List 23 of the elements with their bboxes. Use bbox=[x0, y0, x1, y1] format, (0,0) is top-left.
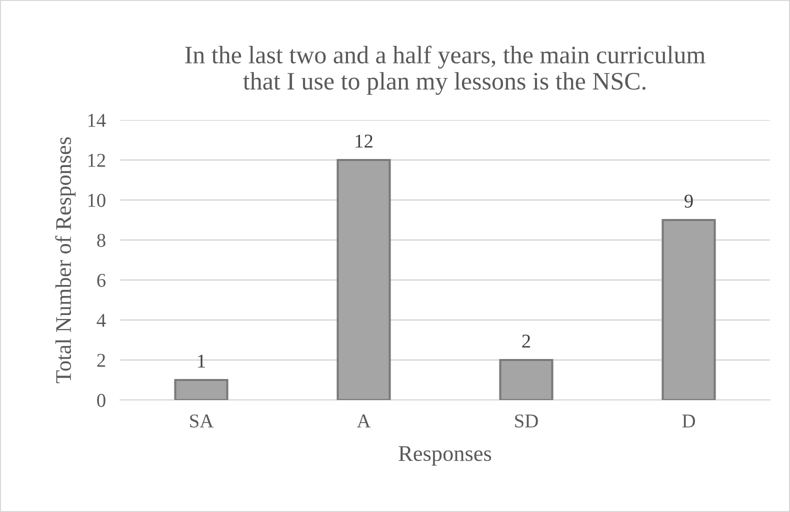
x-axis-title: Responses bbox=[398, 446, 492, 466]
y-tick-label: 14 bbox=[88, 114, 106, 127]
y-tick-label: 0 bbox=[97, 394, 106, 407]
y-axis-title: Total Number of Responses bbox=[55, 137, 76, 384]
bar bbox=[174, 378, 228, 400]
data-label: 9 bbox=[684, 194, 693, 208]
y-tick-label: 8 bbox=[97, 234, 106, 247]
y-tick-label: 4 bbox=[96, 314, 106, 327]
x-tick-label: A bbox=[356, 414, 371, 428]
bar bbox=[662, 218, 716, 400]
y-tick-label: 12 bbox=[88, 154, 106, 167]
data-label: 1 bbox=[198, 354, 205, 368]
y-tick-label: 10 bbox=[88, 194, 106, 207]
bar bbox=[336, 158, 391, 400]
x-tick-label: SA bbox=[190, 414, 214, 428]
bar bbox=[499, 358, 554, 400]
y-tick-label: 6 bbox=[97, 274, 106, 287]
y-tick-label: 2 bbox=[97, 354, 106, 367]
x-tick-label: SD bbox=[515, 414, 538, 428]
chart-title: In the last two and a half years, the main curriculum that I use to plan my lessons is the NSC. bbox=[185, 46, 706, 95]
x-tick-label: D bbox=[682, 414, 695, 428]
data-label: 12 bbox=[356, 134, 372, 148]
data-label: 2 bbox=[522, 334, 530, 348]
